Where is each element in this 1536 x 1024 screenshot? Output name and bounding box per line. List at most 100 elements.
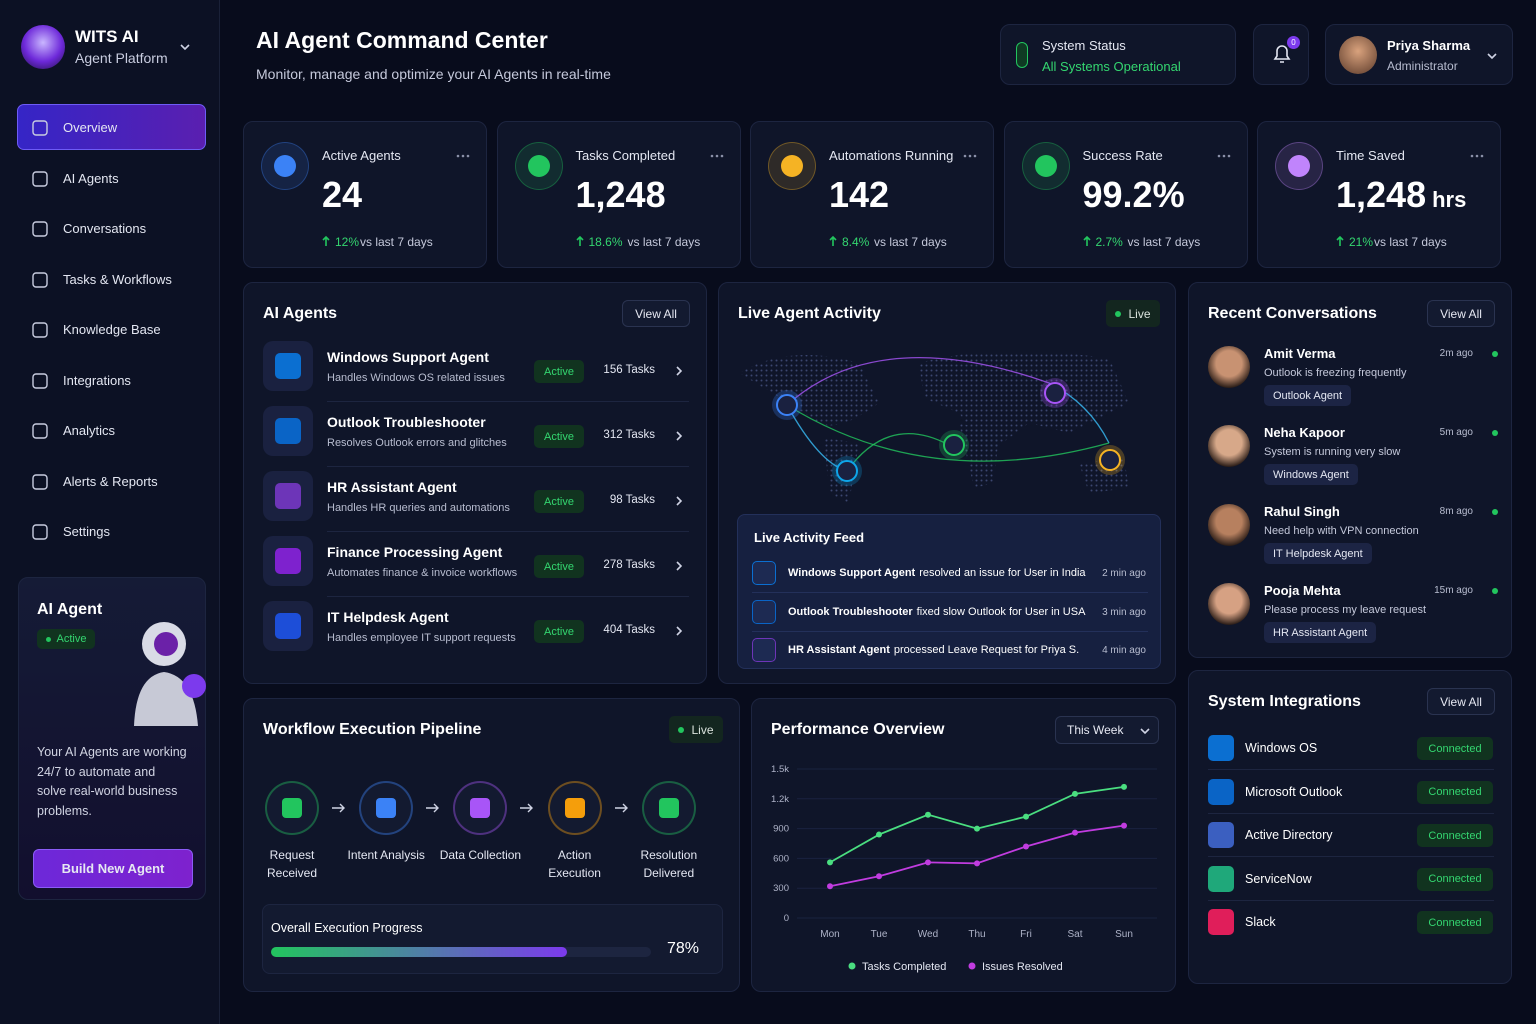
step-label: Intent Analysis [347, 848, 425, 862]
agent-desc: Handles HR queries and automations [327, 502, 510, 514]
view-all-button[interactable]: View All [1427, 688, 1495, 715]
progress-fill [271, 947, 568, 957]
x-tick-label: Wed [918, 929, 938, 940]
nav-item[interactable]: Settings [63, 524, 110, 539]
nav-icon-shape [32, 120, 48, 136]
panel-title: Live Agent Activity [738, 305, 881, 322]
avatar [1208, 583, 1250, 625]
logo [21, 25, 65, 69]
chevron [676, 496, 683, 506]
x-tick-label: Mon [820, 929, 839, 940]
feed-text: Windows Support Agent resolved an issue f… [788, 567, 1086, 579]
stat-value: 99.2% [1082, 174, 1185, 215]
step-label: Resolution Delivered [640, 848, 698, 880]
agent-icon-glyph [275, 418, 301, 444]
notifications[interactable]: 0 [1253, 24, 1309, 85]
avatar [1208, 346, 1250, 388]
dot [973, 154, 977, 158]
notification-badge: 0 [1287, 36, 1300, 49]
message-time: 8m ago [1439, 506, 1473, 517]
integration-status: Connected [1417, 867, 1493, 891]
stat-value: 24 [322, 174, 363, 215]
header-subtitle: Monitor, manage and optimize your AI Age… [256, 66, 611, 82]
feed-title: Live Activity Feed [754, 530, 865, 545]
nav-item[interactable]: Overview [63, 120, 118, 135]
integration-status: Connected [1417, 780, 1493, 804]
stat-value: 1,248 [575, 174, 666, 215]
panel-title: Recent Conversations [1208, 305, 1377, 322]
stat-label: Time Saved [1336, 148, 1405, 163]
nav-item[interactable]: Alerts & Reports [63, 473, 158, 489]
chevron-line [676, 366, 683, 376]
chevron [676, 431, 683, 441]
up-arrow [829, 235, 837, 246]
nav-item[interactable]: Integrations [63, 372, 131, 388]
nav-item[interactable]: AI Agents [63, 170, 119, 186]
stat-change: 18.6% [588, 235, 623, 249]
user-menu[interactable]: Priya Sharma Administrator [1325, 24, 1513, 85]
robot-body [134, 672, 198, 726]
step-label: Data Collection [439, 848, 522, 862]
series-line [829, 824, 1125, 888]
nav-icon [32, 271, 48, 288]
agent-desc: Automates finance & invoice workflows [327, 567, 518, 579]
stat-label: Active Agents [322, 148, 401, 163]
agent-status: Active [534, 490, 584, 513]
x-tick-label: Sat [1067, 929, 1082, 940]
agent-tasks: 156 Tasks [603, 364, 655, 376]
agent-node [943, 434, 965, 456]
more-menu [456, 154, 470, 158]
nav-icon [32, 423, 48, 439]
tagline: Agent Platform [75, 50, 168, 66]
nav-icon [32, 120, 48, 136]
dot [466, 154, 470, 158]
live-text: Live [1128, 306, 1151, 321]
agent-status: Active [534, 425, 584, 448]
pipeline-panel: Workflow Execution Pipeline Live Request R… [243, 698, 740, 992]
agent-status: Active [534, 360, 584, 383]
feed-agent: Windows Support Agent [788, 567, 916, 579]
chevron-line [676, 626, 683, 636]
nav-item[interactable]: Analytics [63, 423, 116, 438]
y-tick-label: 1.5k [771, 764, 789, 775]
stat-label: Tasks Completed [575, 148, 676, 163]
chevron-line [180, 44, 190, 51]
view-all-button[interactable]: View All [1427, 300, 1495, 327]
stat-value: 1,248 hrs [1336, 174, 1467, 215]
nav-active[interactable] [17, 104, 206, 150]
chevron-line [676, 431, 683, 441]
up-arrow [575, 235, 584, 246]
nav-item[interactable]: Tasks & Workflows [63, 271, 172, 287]
nav-icon [32, 170, 48, 187]
step-glyph [658, 798, 679, 818]
nav-icon-shape [32, 322, 48, 338]
nav-icon-shape [32, 221, 48, 237]
stat-icon-core [781, 155, 803, 177]
stat-card: Active Agents 24 12% vs last 7 days [243, 121, 487, 268]
contact-message: Outlook is freezing frequently [1264, 367, 1407, 379]
view-all-button[interactable]: View All [622, 300, 690, 327]
y-tick-label: 1.2k [771, 794, 789, 805]
connection [846, 433, 950, 472]
agent-tag: IT Helpdesk Agent [1264, 543, 1372, 564]
nav-icon-shape [32, 473, 48, 490]
divider [1208, 899, 1494, 901]
performance-panel: Performance Overview This Week 0 300 600 900 1… [751, 698, 1176, 992]
more-menu [963, 154, 977, 158]
avatar [1208, 425, 1250, 467]
live-badge: Live [669, 716, 723, 743]
integration-status: Connected [1417, 824, 1493, 847]
nav-item[interactable]: Knowledge Base [63, 322, 161, 337]
feed-text: Outlook Troubleshooter fixed slow Outlook… [788, 606, 1085, 618]
nav-item[interactable]: Conversations [63, 221, 147, 236]
week-filter[interactable]: This Week [1055, 716, 1159, 744]
data-point [1023, 843, 1029, 850]
contact-message: System is running very slow [1264, 446, 1401, 458]
dot [1217, 154, 1220, 158]
step-arrow [520, 803, 534, 813]
build-agent-button[interactable]: Build New Agent [33, 849, 193, 888]
stat-change: 8.4% [842, 235, 870, 249]
stat-change: 21% [1349, 235, 1374, 249]
divider [327, 596, 689, 597]
divider [327, 466, 689, 467]
